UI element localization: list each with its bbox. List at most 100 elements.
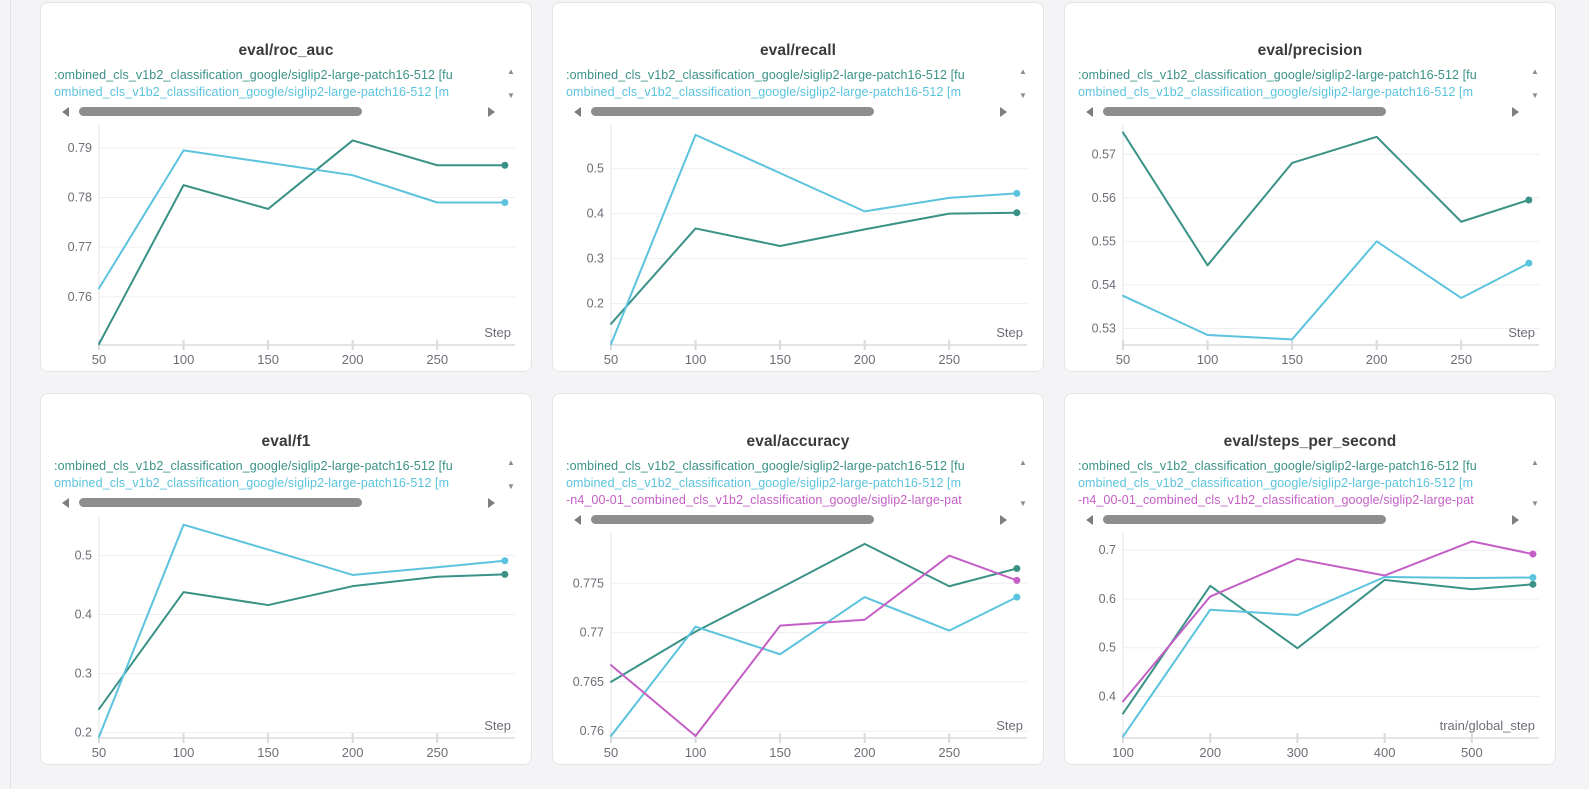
legend-item[interactable]: ombined_cls_v1b2_classification_google/s… <box>566 476 962 490</box>
plot-area: 0.2 0.3 0.4 0.5 50 100 150 200 250 Step <box>41 510 531 764</box>
legend-item[interactable]: :ombined_cls_v1b2_classification_google/… <box>54 459 453 473</box>
chart-canvas[interactable]: 0.4 0.5 0.6 0.7 100 200 300 400 500 train/global_… <box>1065 527 1555 764</box>
legend-scroll-down-icon[interactable]: ▼ <box>507 91 515 100</box>
svg-text:100: 100 <box>173 352 195 367</box>
legend-scroll-down-icon[interactable]: ▼ <box>1019 499 1027 508</box>
scrollbar-track[interactable] <box>591 515 990 524</box>
legend-horizontal-scrollbar <box>1065 106 1555 117</box>
svg-text:100: 100 <box>173 745 195 760</box>
scrollbar-thumb[interactable] <box>79 498 363 507</box>
legend-scroll-arrows: ▲ ▼ <box>1017 458 1029 509</box>
legend-item[interactable]: ombined_cls_v1b2_classification_google/s… <box>1078 85 1474 99</box>
plot-area: 0.76 0.77 0.78 0.79 50 100 150 200 250 Step <box>41 119 531 371</box>
scroll-right-icon[interactable] <box>488 106 495 117</box>
svg-text:0.56: 0.56 <box>1092 191 1116 205</box>
svg-text:150: 150 <box>1281 352 1303 367</box>
chart-canvas[interactable]: 0.76 0.765 0.77 0.775 50 100 150 200 250 Step <box>553 527 1043 764</box>
scroll-left-icon[interactable] <box>62 497 69 508</box>
scroll-right-icon[interactable] <box>488 497 495 508</box>
svg-text:0.79: 0.79 <box>68 141 92 155</box>
chart-legend: :ombined_cls_v1b2_classification_google/… <box>1065 458 1555 509</box>
scroll-left-icon[interactable] <box>62 106 69 117</box>
legend-scroll-up-icon[interactable]: ▲ <box>1531 67 1539 76</box>
scroll-left-icon[interactable] <box>574 514 581 525</box>
scroll-right-icon[interactable] <box>1512 514 1519 525</box>
chart-legend: :ombined_cls_v1b2_classification_google/… <box>1065 67 1555 101</box>
legend-scroll-up-icon[interactable]: ▲ <box>1019 67 1027 76</box>
scrollbar-thumb[interactable] <box>1103 107 1387 116</box>
svg-text:50: 50 <box>604 352 618 367</box>
legend-item[interactable]: -n4_00-01_combined_cls_v1b2_classificati… <box>566 493 962 507</box>
svg-text:0.4: 0.4 <box>1099 690 1116 704</box>
chart-panel-recall: eval/recall :ombined_cls_v1b2_classifica… <box>552 2 1044 372</box>
plot-area: 0.4 0.5 0.6 0.7 100 200 300 400 500 train/global_… <box>1065 527 1555 764</box>
svg-text:400: 400 <box>1374 745 1396 760</box>
legend-scroll-down-icon[interactable]: ▼ <box>1019 91 1027 100</box>
legend-scroll-down-icon[interactable]: ▼ <box>1531 91 1539 100</box>
svg-text:0.765: 0.765 <box>573 675 604 689</box>
legend-item[interactable]: ombined_cls_v1b2_classification_google/s… <box>54 476 450 490</box>
scrollbar-track[interactable] <box>79 107 478 116</box>
scrollbar-track[interactable] <box>591 107 990 116</box>
scrollbar-thumb[interactable] <box>591 515 875 524</box>
scrollbar-thumb[interactable] <box>79 107 363 116</box>
legend-item[interactable]: -n4_00-01_combined_cls_v1b2_classificati… <box>1078 493 1474 507</box>
chart-panel-accuracy: eval/accuracy :ombined_cls_v1b2_classifi… <box>552 393 1044 765</box>
chart-canvas[interactable]: 0.2 0.3 0.4 0.5 50 100 150 200 250 Step <box>553 119 1043 371</box>
panel-left-divider <box>10 0 11 789</box>
legend-scroll-up-icon[interactable]: ▲ <box>507 458 515 467</box>
svg-text:train/global_step: train/global_step <box>1440 718 1535 733</box>
legend-item[interactable]: :ombined_cls_v1b2_classification_google/… <box>566 459 965 473</box>
chart-panel-roc-auc: eval/roc_auc :ombined_cls_v1b2_classific… <box>40 2 532 372</box>
legend-item[interactable]: :ombined_cls_v1b2_classification_google/… <box>1078 68 1477 82</box>
scrollbar-track[interactable] <box>79 498 478 507</box>
legend-item[interactable]: ombined_cls_v1b2_classification_google/s… <box>54 85 450 99</box>
svg-text:0.77: 0.77 <box>68 240 92 254</box>
svg-text:0.57: 0.57 <box>1092 147 1116 161</box>
svg-text:0.78: 0.78 <box>68 191 92 205</box>
scrollbar-track[interactable] <box>1103 107 1502 116</box>
scroll-left-icon[interactable] <box>1086 106 1093 117</box>
legend-scroll-up-icon[interactable]: ▲ <box>1019 458 1027 467</box>
chart-canvas[interactable]: 0.76 0.77 0.78 0.79 50 100 150 200 250 Step <box>41 119 531 371</box>
legend-scroll-arrows: ▲ ▼ <box>1529 458 1541 509</box>
svg-text:100: 100 <box>1197 352 1219 367</box>
svg-text:50: 50 <box>92 352 106 367</box>
scrollbar-thumb[interactable] <box>1103 515 1387 524</box>
chart-panel-grid: eval/roc_auc :ombined_cls_v1b2_classific… <box>40 2 1556 765</box>
svg-text:50: 50 <box>1116 352 1130 367</box>
svg-text:300: 300 <box>1287 745 1309 760</box>
svg-text:200: 200 <box>1199 745 1221 760</box>
scroll-right-icon[interactable] <box>1512 106 1519 117</box>
legend-scroll-arrows: ▲ ▼ <box>505 458 517 492</box>
legend-scroll-down-icon[interactable]: ▼ <box>1531 499 1539 508</box>
legend-item[interactable]: :ombined_cls_v1b2_classification_google/… <box>1078 459 1477 473</box>
svg-text:250: 250 <box>938 745 960 760</box>
svg-text:0.4: 0.4 <box>587 207 604 221</box>
chart-canvas[interactable]: 0.2 0.3 0.4 0.5 50 100 150 200 250 Step <box>41 510 531 764</box>
legend-item[interactable]: :ombined_cls_v1b2_classification_google/… <box>566 68 965 82</box>
svg-text:150: 150 <box>257 745 279 760</box>
plot-area: 0.2 0.3 0.4 0.5 50 100 150 200 250 Step <box>553 119 1043 371</box>
scroll-right-icon[interactable] <box>1000 106 1007 117</box>
scrollbar-thumb[interactable] <box>591 107 875 116</box>
chart-panel-f1: eval/f1 :ombined_cls_v1b2_classification… <box>40 393 532 765</box>
legend-scroll-up-icon[interactable]: ▲ <box>1531 458 1539 467</box>
chart-canvas[interactable]: 0.53 0.54 0.55 0.56 0.57 50 100 150 200 250 Step <box>1065 119 1555 371</box>
legend-lines: :ombined_cls_v1b2_classification_google/… <box>566 67 1013 101</box>
svg-text:150: 150 <box>769 745 791 760</box>
chart-legend: :ombined_cls_v1b2_classification_google/… <box>553 67 1043 101</box>
scroll-left-icon[interactable] <box>574 106 581 117</box>
svg-text:0.7: 0.7 <box>1099 543 1116 557</box>
scrollbar-track[interactable] <box>1103 515 1502 524</box>
scroll-right-icon[interactable] <box>1000 514 1007 525</box>
legend-lines: :ombined_cls_v1b2_classification_google/… <box>1078 458 1525 509</box>
legend-item[interactable]: ombined_cls_v1b2_classification_google/s… <box>1078 476 1474 490</box>
legend-item[interactable]: :ombined_cls_v1b2_classification_google/… <box>54 68 453 82</box>
legend-scroll-up-icon[interactable]: ▲ <box>507 67 515 76</box>
scroll-left-icon[interactable] <box>1086 514 1093 525</box>
legend-horizontal-scrollbar <box>1065 514 1555 525</box>
legend-scroll-down-icon[interactable]: ▼ <box>507 482 515 491</box>
legend-item[interactable]: ombined_cls_v1b2_classification_google/s… <box>566 85 962 99</box>
legend-scroll-arrows: ▲ ▼ <box>1529 67 1541 101</box>
